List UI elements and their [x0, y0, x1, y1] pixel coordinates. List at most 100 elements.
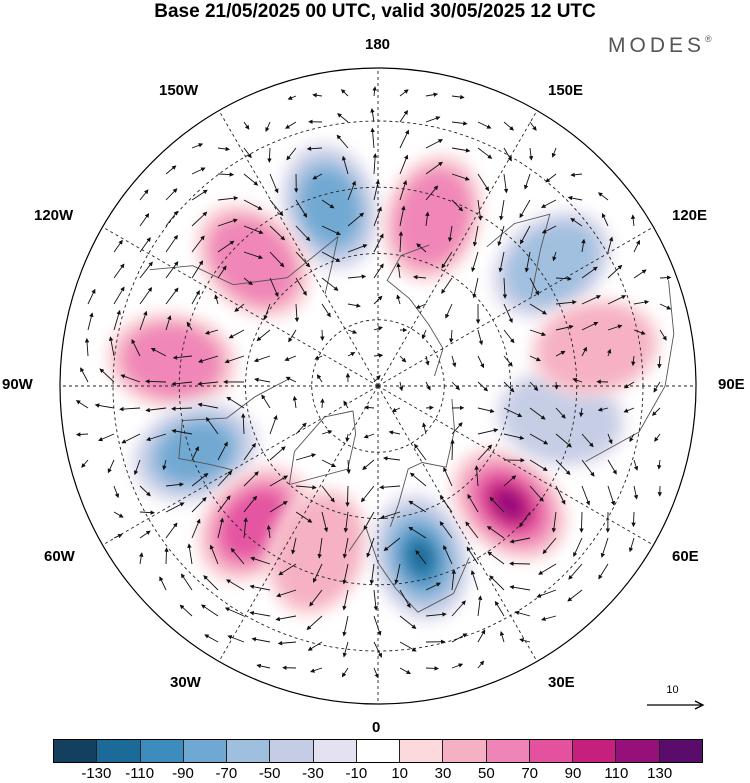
wind-vector-arrow: [471, 251, 479, 273]
wind-vector-arrow: [607, 459, 617, 475]
wind-vector-arrow: [409, 472, 427, 487]
wind-vector-arrow: [263, 303, 271, 320]
wind-vector-arrow: [345, 485, 350, 507]
wind-vector-arrow: [269, 277, 279, 298]
wind-vector-arrow: [415, 549, 427, 565]
label-lon-30e: 30E: [548, 674, 575, 691]
wind-vector-arrow: [347, 303, 361, 308]
wind-vector-arrow: [321, 429, 333, 435]
wind-vector-arrow: [509, 585, 531, 591]
wind-vector-arrow: [217, 470, 233, 487]
wind-vector-arrow: [320, 329, 325, 341]
wind-vector-arrow: [139, 213, 150, 227]
wind-vector-arrow: [477, 595, 483, 617]
wind-vector-arrow: [414, 443, 427, 461]
wind-vector-arrow: [514, 610, 531, 617]
wind-vector-arrow: [139, 310, 148, 331]
wind-vector-arrow: [545, 173, 557, 183]
wind-vector-arrow: [306, 146, 323, 151]
map-boundary: [59, 67, 697, 705]
wind-vector-arrow: [451, 633, 468, 643]
colorbar-tick-label: 90: [564, 765, 582, 782]
wind-vector-arrow: [373, 263, 384, 279]
wind-vector-arrow: [399, 154, 409, 175]
wind-vector-arrow: [186, 321, 193, 331]
label-lon-0: 0: [372, 719, 381, 736]
wind-vector-arrow: [99, 368, 115, 383]
wind-vector-arrow: [541, 225, 557, 234]
wind-vector-arrow: [145, 407, 167, 413]
wind-vector-arrow: [631, 355, 636, 367]
wind-vector-arrow: [295, 251, 311, 268]
wind-vector-arrow: [581, 346, 587, 357]
label-lon-120w: 120W: [34, 207, 74, 224]
wind-vector-arrow: [165, 188, 178, 201]
wind-vector-arrow: [243, 277, 253, 286]
wind-vector-arrow: [425, 139, 443, 149]
wind-vector-arrow: [372, 86, 377, 97]
wind-vector-arrow: [312, 173, 323, 180]
wind-vector-arrow: [171, 428, 193, 435]
wind-vector-arrow: [551, 511, 557, 533]
coastline: [386, 244, 444, 377]
wind-vector-arrow: [489, 575, 505, 591]
label-lon-60w: 60W: [44, 548, 75, 565]
wind-vector-arrow: [503, 329, 515, 344]
wind-vector-arrow: [555, 485, 566, 505]
wind-vector-arrow: [269, 475, 289, 487]
wind-vector-arrow: [256, 329, 271, 342]
wind-vector-arrow: [204, 329, 219, 335]
wind-vector-arrow: [342, 641, 349, 658]
wind-vector-arrow: [425, 161, 443, 175]
wind-vector-arrow: [295, 225, 311, 242]
wind-vector-arrow: [209, 544, 219, 565]
wind-vector-arrow: [451, 147, 471, 153]
wind-vector-arrow: [373, 353, 384, 358]
wind-vector-arrow: [413, 274, 427, 280]
wind-vector-arrow: [399, 667, 411, 675]
wind-vector-arrow: [628, 537, 635, 553]
wind-vector-arrow: [477, 355, 485, 369]
wind-vector-arrow: [373, 667, 379, 679]
wind-vector-arrow: [347, 329, 358, 334]
wind-vector-arrow: [243, 442, 256, 461]
wind-vector-arrow: [494, 600, 505, 617]
wind-vector-arrow: [623, 381, 635, 389]
label-lon-90w: 90W: [2, 376, 33, 393]
wind-vector-arrow: [477, 199, 483, 221]
wind-vector-arrow: [306, 615, 323, 631]
wind-vector-arrow: [286, 147, 297, 161]
wind-vector-arrow: [607, 295, 627, 305]
wind-vector-arrow: [165, 234, 178, 253]
wind-vector-arrow: [416, 243, 427, 253]
wind-vector-arrow: [425, 211, 430, 227]
wind-vector-arrow: [439, 495, 453, 513]
wind-vector-arrow: [191, 189, 208, 201]
wind-vector-arrow: [607, 433, 613, 445]
modes-logo: MODES®: [608, 34, 712, 58]
wind-vector-arrow: [284, 355, 297, 362]
wind-vector-arrow: [399, 205, 406, 227]
colorbar-swatch: [183, 740, 228, 762]
wind-vector-arrow: [498, 251, 505, 273]
colorbar-tick-label: -70: [215, 765, 238, 782]
wind-vector-arrow: [269, 173, 279, 194]
colorbar-swatch: [54, 740, 98, 762]
wind-vector-arrow: [519, 511, 531, 528]
colorbar-swatch: [140, 740, 184, 762]
anomaly-positive-11: [529, 297, 662, 398]
wind-vector-arrow: [113, 511, 124, 518]
wind-vector-arrow: [502, 277, 508, 299]
wind-vector-arrow: [342, 615, 349, 637]
wind-vector-arrow: [607, 485, 616, 506]
wind-vector-arrow: [287, 95, 297, 100]
wind-vector-arrow: [285, 121, 297, 129]
wind-vector-arrow: [165, 287, 179, 305]
wind-vector-arrow: [343, 400, 349, 409]
colorbar-tick-label: -90: [172, 765, 194, 782]
wind-vector-arrow: [347, 244, 368, 253]
wind-vector-arrow: [254, 377, 271, 383]
wind-vector-arrow: [541, 615, 557, 622]
wind-vector-arrow: [346, 459, 351, 475]
